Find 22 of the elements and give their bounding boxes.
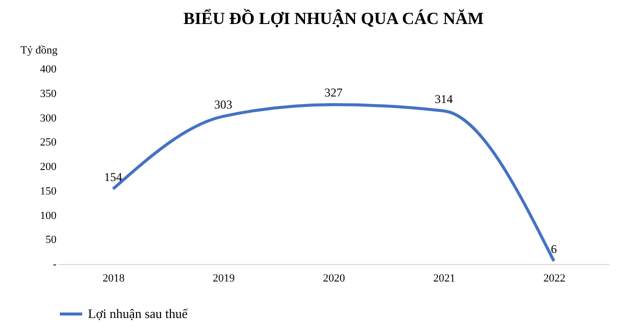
y-tick-label: 300: [40, 112, 57, 124]
y-axis-title: Tỷ đồng: [20, 44, 58, 56]
chart-title: BIỂU ĐỒ LỢI NHUẬN QUA CÁC NĂM: [183, 8, 484, 28]
data-label: 327: [324, 86, 342, 100]
data-label: 314: [434, 92, 453, 106]
y-tick-label: 100: [40, 210, 57, 222]
data-label: 6: [550, 242, 557, 256]
y-tick-label: 200: [40, 161, 57, 173]
data-label: 154: [104, 170, 122, 184]
x-tick-label: 2020: [323, 272, 346, 284]
y-tick-label: 250: [40, 136, 57, 149]
data-label: 303: [214, 97, 232, 112]
y-tick-label: 350: [40, 88, 57, 100]
x-tick-label: 2022: [543, 272, 566, 284]
x-tick-label: 2021: [433, 272, 456, 284]
x-tick-label: 2019: [212, 272, 236, 284]
y-tick-label: 150: [40, 185, 57, 198]
legend-label: Lợi nhuận sau thuế: [88, 306, 189, 321]
y-tick-label: -: [52, 258, 57, 270]
y-tick-label: 50: [46, 234, 57, 246]
y-tick-label: 400: [40, 64, 57, 76]
x-tick-label: 2018: [102, 272, 126, 284]
